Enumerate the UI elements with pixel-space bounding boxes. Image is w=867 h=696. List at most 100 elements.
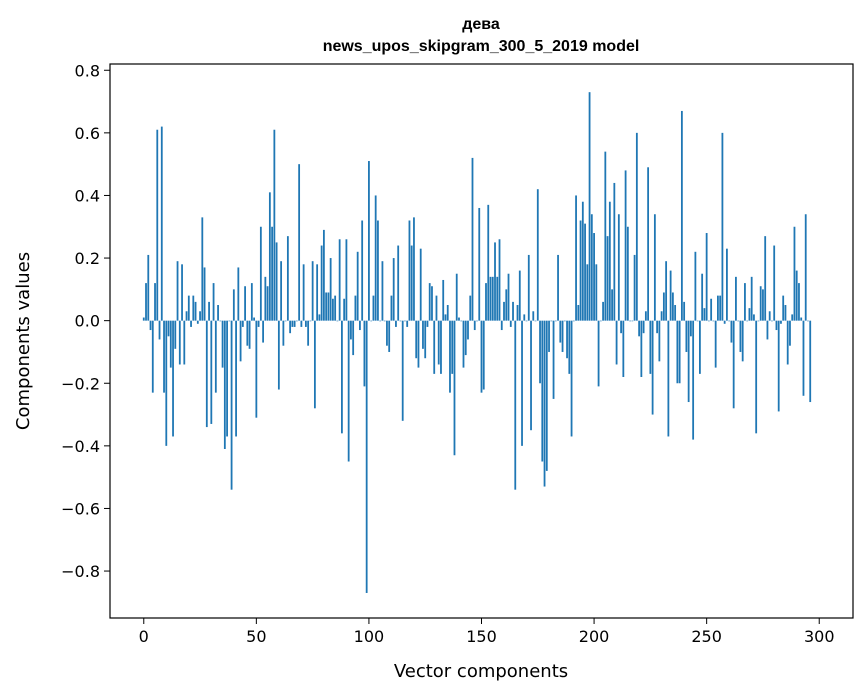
bar — [176, 261, 179, 321]
x-tick-label: 0 — [139, 627, 149, 646]
bar — [246, 320, 249, 346]
y-axis: −0.8 −0.6 −0.4 −0.2 0.0 0.2 0.4 0.6 0.8 — [61, 61, 110, 581]
bar — [201, 217, 204, 321]
bar — [710, 298, 713, 321]
x-axis-label: Vector components — [394, 661, 568, 682]
bar — [687, 320, 690, 403]
bar — [640, 320, 643, 377]
y-tick-label: −0.8 — [61, 562, 100, 581]
y-tick-label: 0.6 — [75, 124, 100, 143]
bar — [455, 273, 458, 321]
bar — [669, 270, 672, 321]
bar — [160, 126, 163, 321]
bar — [577, 305, 580, 321]
bar — [149, 320, 152, 331]
bar — [487, 204, 490, 321]
bar — [309, 320, 312, 322]
bar — [649, 320, 652, 374]
bar — [629, 320, 631, 322]
bar — [437, 320, 440, 365]
x-tick-label: 150 — [466, 627, 497, 646]
bar — [611, 289, 613, 321]
bar — [676, 320, 679, 384]
bar — [631, 320, 634, 322]
bar — [726, 248, 728, 321]
bar — [183, 320, 186, 365]
bar — [500, 320, 503, 331]
bar — [507, 273, 510, 321]
bar — [336, 320, 339, 322]
bar — [566, 320, 568, 359]
bar — [458, 317, 460, 321]
bar — [145, 283, 147, 321]
bar — [415, 320, 418, 359]
bar — [518, 270, 521, 321]
bar — [293, 320, 296, 327]
bar — [739, 320, 742, 352]
bar — [674, 305, 677, 321]
bar — [352, 320, 355, 356]
bar — [257, 320, 260, 327]
bar — [615, 320, 618, 365]
bar — [187, 295, 190, 321]
bar — [638, 320, 641, 337]
bar — [771, 320, 773, 322]
bar — [291, 320, 294, 327]
bar — [181, 264, 183, 321]
bar — [178, 320, 181, 365]
bar — [268, 192, 271, 321]
bar — [442, 279, 445, 321]
bar — [203, 267, 206, 321]
bar — [259, 226, 262, 321]
bar — [142, 317, 145, 321]
y-tick-label: −0.6 — [61, 499, 100, 518]
bar — [444, 314, 447, 321]
bar — [347, 320, 350, 462]
bar — [741, 320, 744, 362]
bar — [530, 320, 532, 431]
chart-subtitle: news_upos_skipgram_300_5_2019 model — [323, 38, 640, 55]
bar — [753, 314, 755, 321]
bar — [428, 283, 431, 321]
bar — [730, 320, 733, 343]
bar — [689, 320, 692, 337]
bar — [541, 320, 544, 462]
bar — [512, 301, 514, 321]
bar — [604, 151, 607, 321]
bar — [708, 320, 710, 322]
bar — [633, 254, 636, 321]
y-tick-label: 0.2 — [75, 249, 100, 268]
bar — [350, 320, 352, 340]
bar — [597, 320, 600, 387]
bar — [379, 320, 382, 322]
bar — [469, 295, 472, 321]
bar — [701, 273, 704, 321]
bar — [678, 320, 681, 384]
bar — [311, 261, 314, 321]
bar — [264, 276, 267, 321]
bar — [703, 308, 706, 321]
bar — [563, 320, 566, 322]
bar — [219, 320, 222, 322]
bar — [156, 129, 159, 321]
bar — [732, 320, 735, 409]
bar — [635, 132, 638, 321]
bar — [212, 283, 215, 321]
bar — [503, 301, 505, 321]
bar — [786, 320, 789, 365]
bar — [235, 320, 237, 437]
bar — [705, 233, 708, 321]
bar — [372, 295, 375, 321]
bar — [280, 261, 283, 321]
bar — [514, 320, 517, 490]
bar — [289, 320, 292, 334]
bar — [660, 311, 663, 321]
bar — [748, 308, 751, 321]
bar — [413, 217, 415, 321]
bar — [494, 242, 496, 321]
bar — [345, 239, 348, 321]
bar — [419, 248, 422, 321]
bar — [381, 261, 384, 321]
bar — [523, 314, 526, 321]
y-tick-label: 0.0 — [75, 312, 100, 331]
